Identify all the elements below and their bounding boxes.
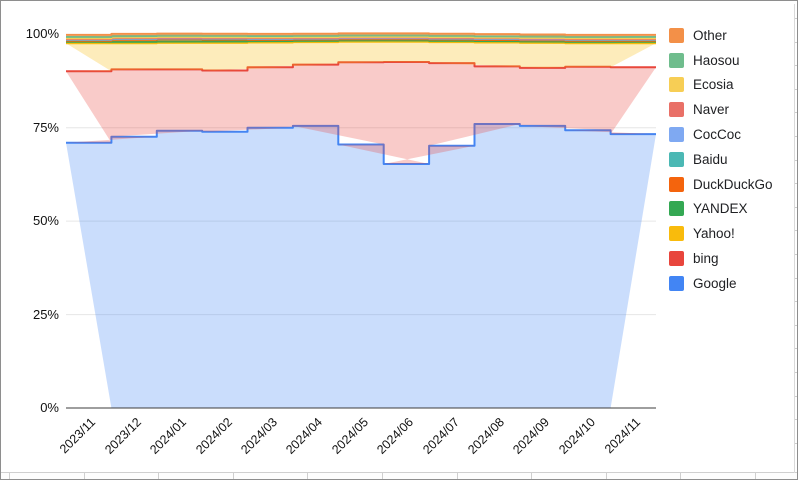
legend-label: Yahoo! bbox=[693, 226, 735, 242]
legend-label: YANDEX bbox=[693, 201, 748, 217]
legend-swatch bbox=[669, 176, 684, 192]
legend-swatch bbox=[669, 275, 684, 291]
table-column-divider bbox=[158, 473, 160, 479]
legend-label: Naver bbox=[693, 102, 730, 118]
table-row-tick bbox=[795, 18, 797, 19]
legend-item-haosou[interactable]: Haosou bbox=[669, 48, 773, 73]
table-row-tick bbox=[795, 41, 797, 43]
legend-swatch bbox=[669, 52, 684, 68]
table-row-tick bbox=[795, 112, 797, 114]
legend-item-ecosia[interactable]: Ecosia bbox=[669, 73, 773, 98]
table-column-divider bbox=[456, 473, 458, 479]
legend-item-baidu[interactable]: Baidu bbox=[669, 147, 773, 172]
legend-swatch bbox=[669, 226, 684, 242]
table-row-tick bbox=[795, 372, 797, 373]
table-left-edge bbox=[794, 4, 797, 473]
table-row-tick bbox=[795, 395, 797, 397]
legend-label: Other bbox=[693, 27, 727, 43]
legend-swatch bbox=[669, 151, 684, 167]
table-row-tick bbox=[795, 159, 797, 161]
legend-label: Google bbox=[693, 275, 737, 291]
table-column-divider bbox=[232, 473, 234, 479]
table-row-tick bbox=[795, 254, 797, 255]
table-row-tick bbox=[795, 183, 797, 185]
legend-item-other[interactable]: Other bbox=[669, 23, 773, 48]
legend-item-bing[interactable]: bing bbox=[669, 246, 773, 271]
table-column-divider bbox=[605, 473, 607, 479]
y-tick-label: 100% bbox=[25, 26, 59, 42]
table-column-divider bbox=[680, 473, 682, 479]
table-row-tick bbox=[795, 277, 797, 279]
table-column-divider bbox=[755, 473, 756, 479]
table-row-tick bbox=[795, 88, 797, 90]
legend-swatch bbox=[669, 102, 684, 118]
y-tick-label: 50% bbox=[32, 213, 59, 229]
legend-item-duckduckgo[interactable]: DuckDuckGo bbox=[669, 172, 773, 197]
table-row-tick bbox=[795, 348, 797, 350]
legend-swatch bbox=[669, 251, 684, 267]
table-row-tick bbox=[795, 442, 797, 444]
legend-label: Baidu bbox=[693, 151, 728, 167]
y-tick-label: 25% bbox=[32, 306, 59, 322]
table-column-divider bbox=[531, 473, 533, 479]
table-column-divider bbox=[83, 473, 85, 479]
legend-swatch bbox=[669, 127, 684, 143]
table-column-divider bbox=[307, 473, 309, 479]
legend-label: Ecosia bbox=[693, 77, 734, 93]
legend-swatch bbox=[669, 77, 684, 93]
legend-swatch bbox=[669, 201, 684, 217]
y-tick-label: 75% bbox=[32, 119, 59, 135]
legend-item-naver[interactable]: Naver bbox=[669, 97, 773, 122]
legend: Other Haosou Ecosia Naver CocCoc Baidu D… bbox=[669, 23, 773, 296]
table-row-tick bbox=[795, 324, 797, 326]
legend-item-yahoo[interactable]: Yahoo! bbox=[669, 221, 773, 246]
legend-item-coccoc[interactable]: CocCoc bbox=[669, 122, 773, 147]
table-top-edge bbox=[1, 472, 797, 479]
y-tick-label: 0% bbox=[40, 400, 59, 415]
legend-item-yandex[interactable]: YANDEX bbox=[669, 197, 773, 222]
table-row-tick bbox=[795, 136, 797, 137]
legend-label: DuckDuckGo bbox=[693, 176, 773, 192]
table-row-tick bbox=[795, 230, 797, 232]
legend-label: Haosou bbox=[693, 52, 740, 68]
table-column-divider bbox=[382, 473, 383, 479]
table-row-tick bbox=[795, 301, 797, 303]
legend-item-google[interactable]: Google bbox=[669, 271, 773, 296]
legend-swatch bbox=[669, 27, 684, 43]
table-row-tick bbox=[795, 419, 797, 421]
table-row-tick bbox=[795, 206, 797, 208]
table-row-tick bbox=[795, 65, 797, 67]
legend-label: bing bbox=[693, 251, 719, 267]
table-column-divider bbox=[9, 473, 10, 479]
legend-label: CocCoc bbox=[693, 127, 742, 143]
